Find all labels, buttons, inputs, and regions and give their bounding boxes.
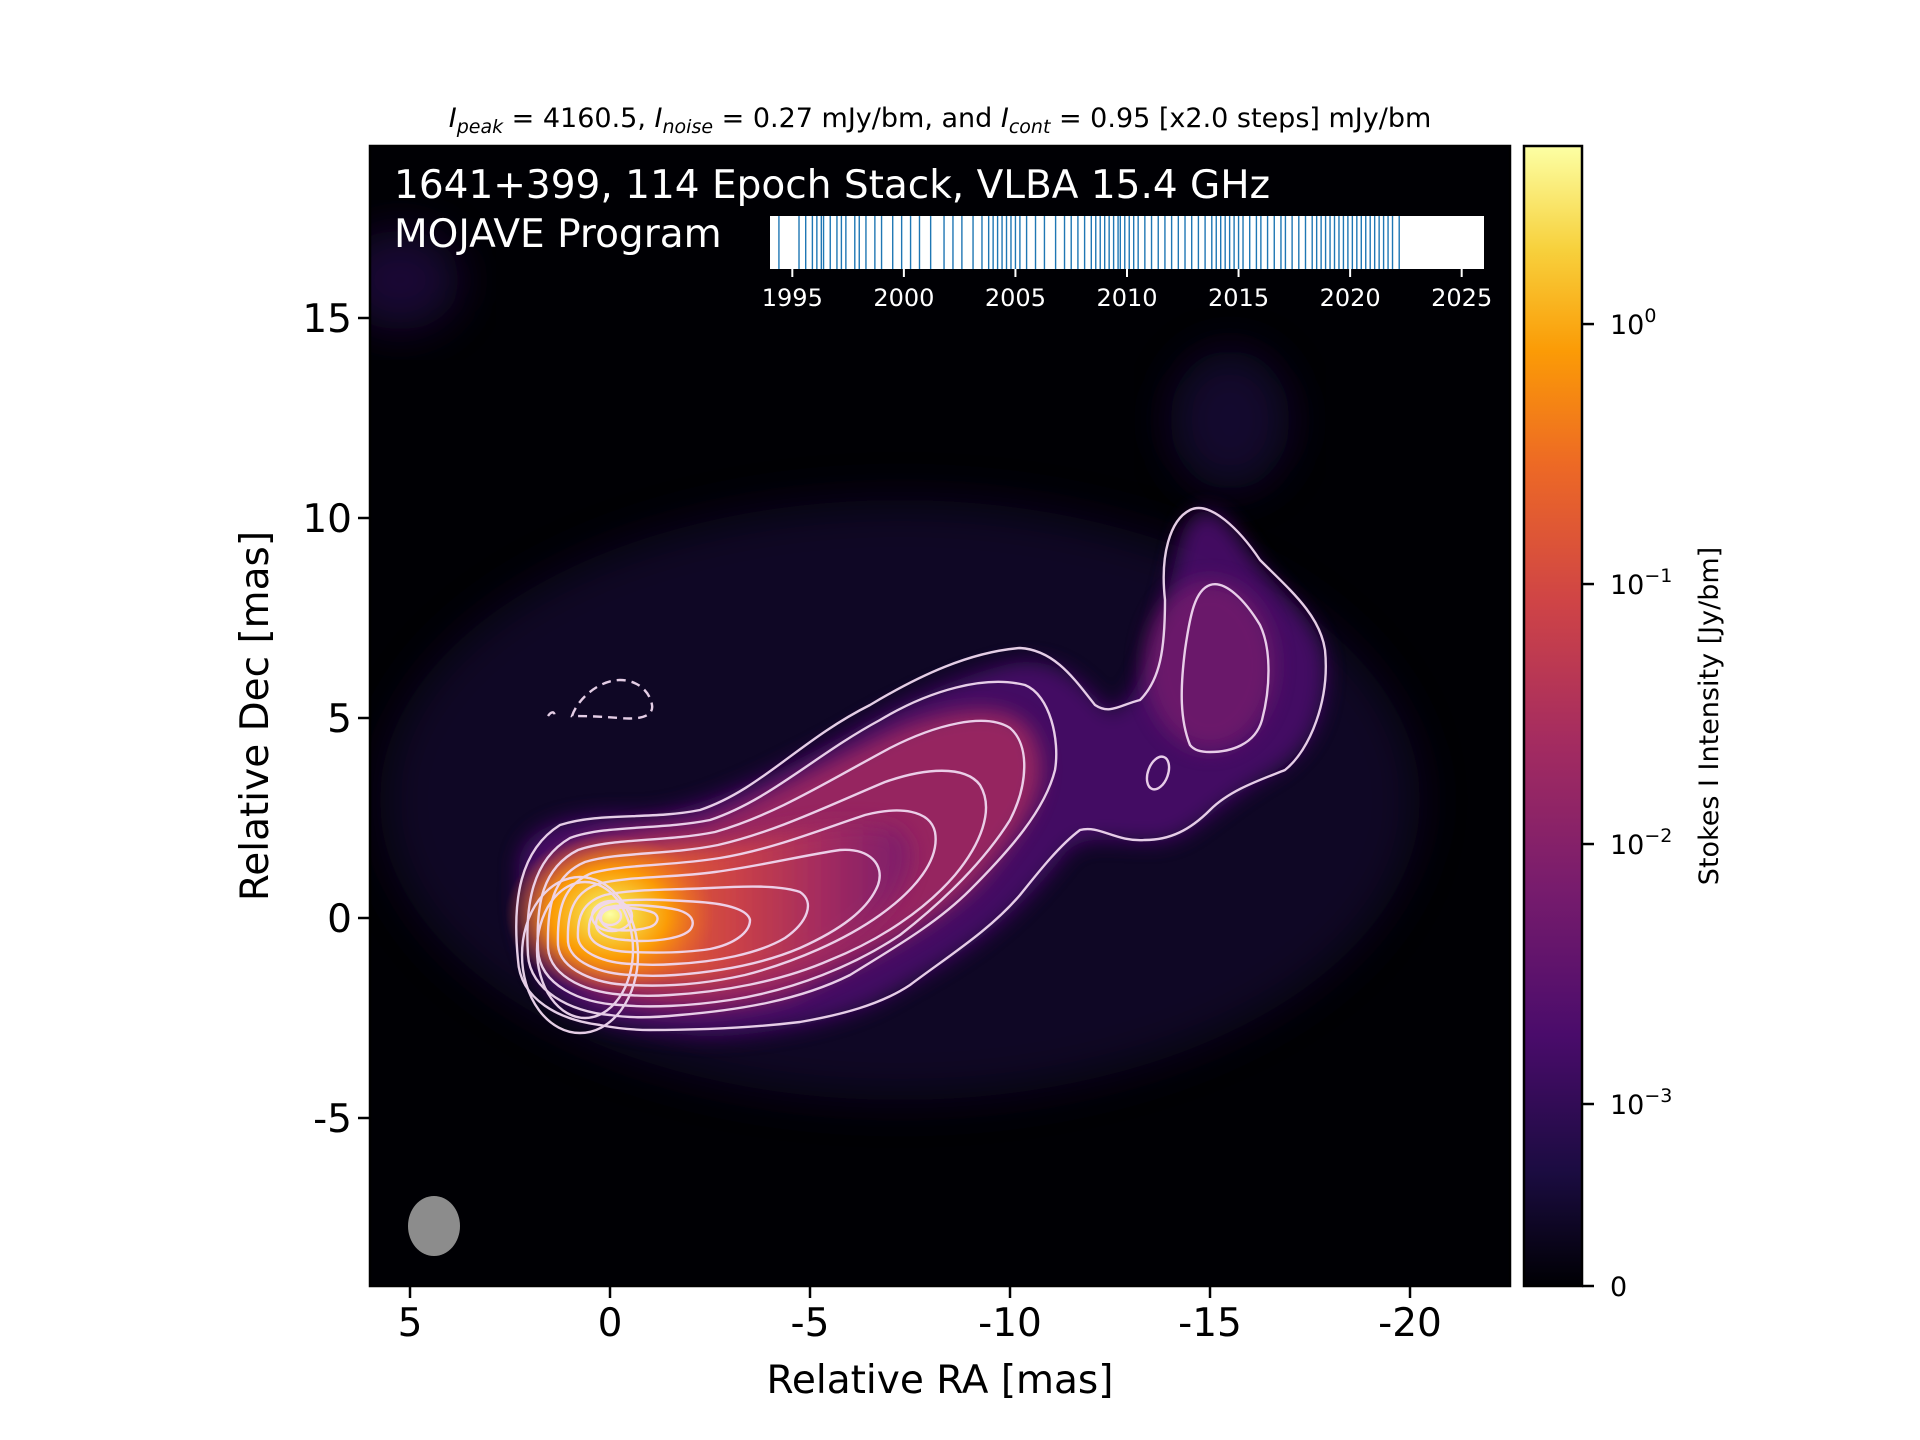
colorbar-tick-label: 10−3	[1610, 1085, 1672, 1121]
y-axis: 15 10 5 0 -5	[302, 297, 370, 1142]
corner-haze	[370, 230, 460, 330]
y-axis-label: Relative Dec [mas]	[233, 531, 278, 901]
core-emission	[505, 834, 715, 994]
x-tick-label: 0	[598, 1301, 623, 1346]
ne-lobe-emission	[1145, 580, 1275, 750]
contour-level-5	[556, 809, 937, 987]
contour-level-7	[576, 885, 810, 966]
x-axis: 5 0 -5 -10 -15 -20	[398, 1286, 1442, 1346]
x-tick-label: 5	[398, 1301, 423, 1346]
restoring-beam	[408, 1196, 460, 1256]
negative-contour	[547, 678, 654, 720]
colorbar-gradient	[1522, 144, 1584, 1288]
colorbar-tick-label: 100	[1610, 305, 1656, 341]
contour-level-12	[597, 905, 623, 927]
timeline-ticks: 1995 2000 2005 2010 2015 2020 2025	[762, 269, 1492, 312]
timeline-tick-label: 2015	[1208, 284, 1269, 312]
timeline-tick-label: 2010	[1096, 284, 1157, 312]
contour-level-11	[590, 899, 634, 933]
header-stats: Ipeak = 4160.5, Inoise = 0.27 mJy/bm, an…	[449, 103, 1432, 138]
y-tick-label: -5	[313, 1097, 352, 1142]
contour-core-halo-2	[535, 880, 635, 1020]
y-tick-label: 5	[327, 697, 352, 742]
y-tick-label: 15	[302, 297, 352, 342]
contour-level-2	[526, 680, 1058, 1019]
contour-level-6	[566, 848, 881, 977]
contour-level-3	[536, 719, 1026, 1008]
colorbar-tick-label: 10−2	[1610, 825, 1672, 861]
colorbar-tick-label: 10−1	[1610, 565, 1672, 601]
source-title: 1641+399, 114 Epoch Stack, VLBA 15.4 GHz	[394, 163, 1270, 208]
epoch-timeline: 1995 2000 2005 2010 2015 2020 2025	[762, 216, 1492, 312]
timeline-tick-label: 2005	[985, 284, 1046, 312]
timeline-tick-label: 2020	[1320, 284, 1381, 312]
colorbar-tick-label: 0	[1610, 1272, 1627, 1303]
contour-ne-lobe-1	[1180, 583, 1270, 754]
y-tick-label: 10	[302, 497, 352, 542]
plot-frame	[368, 144, 1512, 1288]
contour-ne-island	[1145, 755, 1171, 791]
program-title: MOJAVE Program	[394, 212, 722, 257]
x-tick-label: -5	[791, 1301, 830, 1346]
contour-level-8	[587, 898, 752, 954]
x-tick-label: -10	[978, 1301, 1042, 1346]
ne-haze	[1170, 350, 1290, 490]
colorbar-label: Stokes I Intensity [Jy/bm]	[1694, 547, 1725, 885]
contour-level-4	[546, 769, 988, 997]
timeline-epoch-lines	[778, 216, 1400, 269]
x-tick-label: -20	[1378, 1301, 1442, 1346]
x-tick-label: -15	[1178, 1301, 1242, 1346]
timeline-tick-label: 2025	[1431, 284, 1492, 312]
colorbar: 100 10−1 10−2 10−3 0 Stokes I Intensity [Jy/…	[1522, 144, 1725, 1303]
timeline-box	[770, 216, 1484, 269]
contour-set	[515, 507, 1327, 1035]
x-axis-label: Relative RA [mas]	[767, 1358, 1114, 1403]
image-panel: 1641+399, 114 Epoch Stack, VLBA 15.4 GHz…	[370, 146, 1510, 1286]
y-tick-label: 0	[327, 897, 352, 942]
colorbar-ticks: 100 10−1 10−2 10−3 0	[1582, 305, 1672, 1303]
timeline-tick-label: 1995	[762, 284, 823, 312]
timeline-tick-label: 2000	[873, 284, 934, 312]
contour-level-1	[515, 507, 1327, 1032]
contour-core-halo-1	[520, 875, 640, 1035]
